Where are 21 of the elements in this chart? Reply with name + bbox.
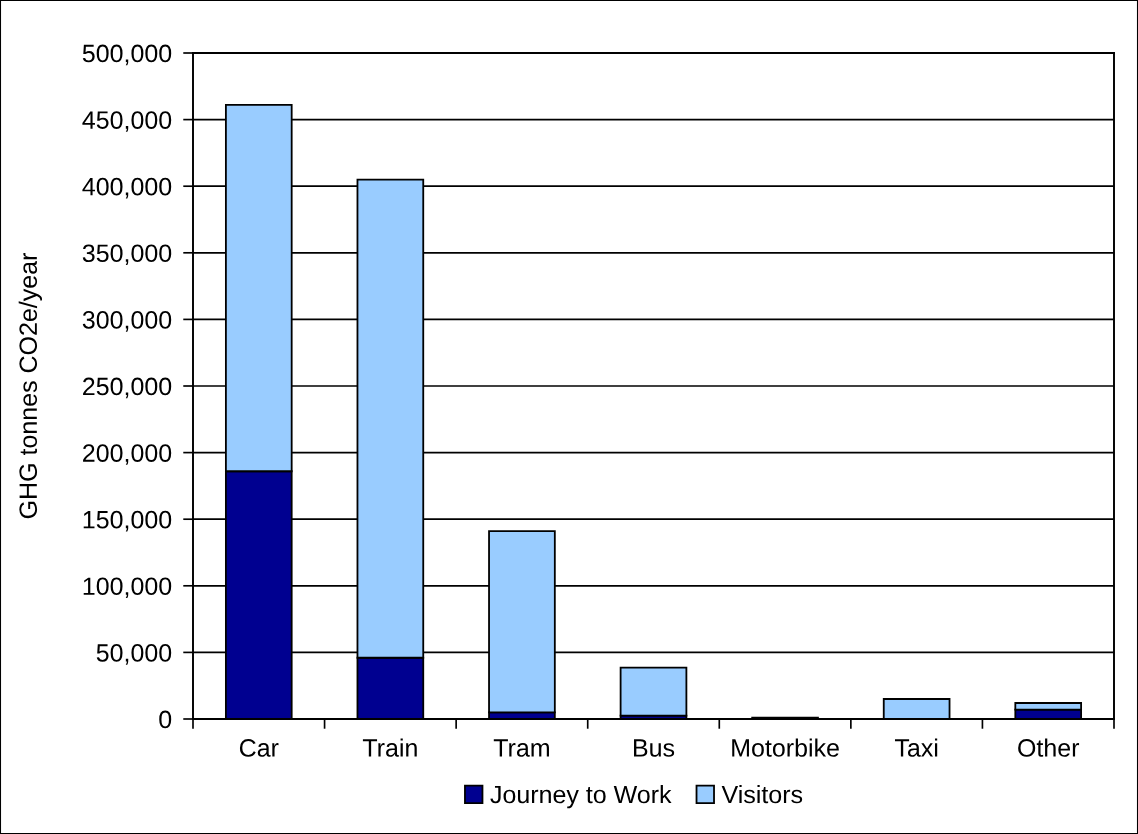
- legend-label: Journey to Work: [490, 785, 672, 809]
- y-tick-label: 100,000: [83, 577, 172, 599]
- y-tick-label: 350,000: [82, 244, 172, 266]
- legend-label: Visitors: [721, 785, 803, 804]
- y-tick-label: 200,000: [83, 444, 172, 465]
- y-tick-label: 300,000: [82, 311, 172, 332]
- y-tick-label: 50,000: [96, 644, 172, 665]
- y-tick-label: 400,000: [82, 177, 172, 199]
- x-tick-label: Taxi: [894, 738, 938, 757]
- y-tick-label: 450,000: [82, 111, 172, 132]
- x-tick-label: Car: [239, 739, 279, 757]
- y-tick-label: 150,000: [83, 510, 172, 532]
- y-axis-title: GHG tonnes CO2e/year: [18, 253, 42, 519]
- y-tick-label: 250,000: [83, 377, 172, 399]
- x-tick-label: Tram: [493, 739, 549, 757]
- y-tick-label: 0: [159, 710, 172, 729]
- x-tick-label: Bus: [634, 739, 675, 757]
- x-tick-label: Other: [1018, 738, 1080, 757]
- x-tick-label: Train: [362, 738, 417, 757]
- y-tick-label: 500,000: [82, 44, 172, 66]
- x-tick-label: Motorbike: [732, 738, 839, 757]
